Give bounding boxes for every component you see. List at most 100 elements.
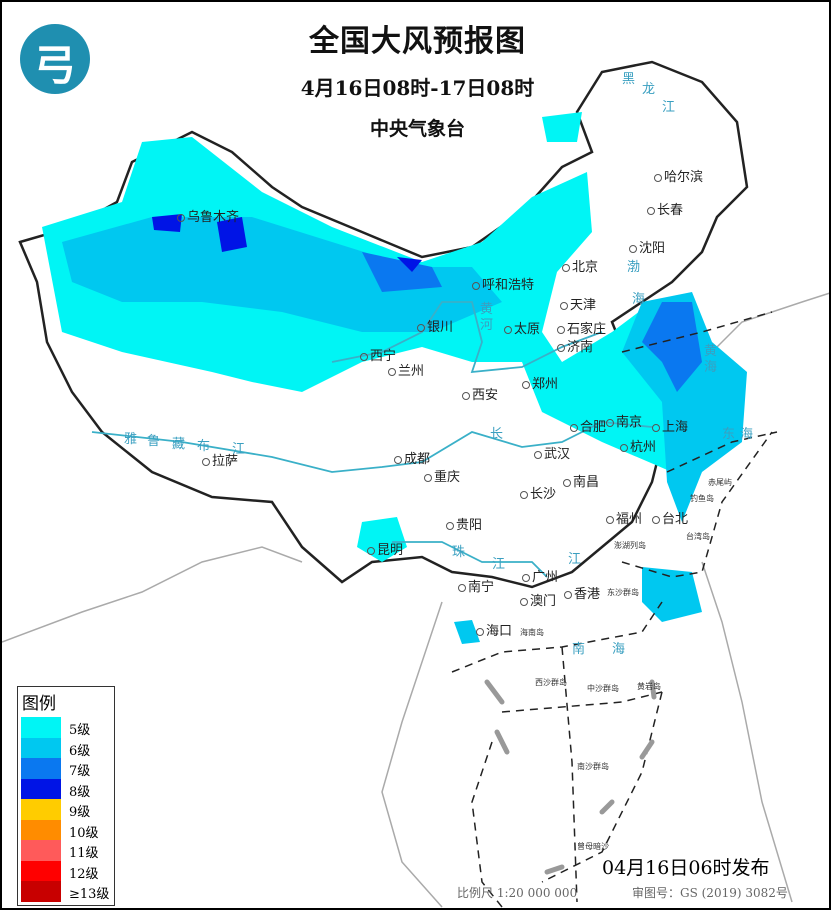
yellow-river [331,301,603,374]
label-text: 南京 [616,415,643,430]
water-label: 海 [612,642,625,657]
island-label: 海南岛 [520,628,544,638]
legend-item: 7级 [21,758,111,779]
city-marker-icon [652,423,660,432]
city-marker-icon [629,244,637,253]
label-text: 黄 [704,344,718,359]
city-marker-icon [620,443,628,452]
island-label: 中沙群岛 [587,684,619,694]
island-label: 东沙群岛 [607,588,639,598]
label-text: 西宁 [370,349,397,364]
city-label: 乌鲁木齐 [177,210,239,225]
city-label: 成都 [394,452,430,467]
label-text: 黄 [480,302,494,317]
city-label: 郑州 [522,377,558,392]
city-label: 哈尔滨 [654,170,703,185]
wind-area-8b [217,217,247,252]
wind-area-8 [152,214,182,232]
label-text: 台湾岛 [686,532,710,541]
city-label: 西安 [462,388,498,403]
city-label: 上海 [652,420,688,435]
label-text: 贵阳 [456,518,483,533]
label-text: 黄岩岛 [637,682,661,691]
island-label: 西沙群岛 [535,678,567,688]
label-text: 兰州 [398,364,425,379]
legend-swatch [21,778,61,799]
island-label: 台湾岛 [686,532,710,542]
city-marker-icon [520,597,528,606]
wind-area-8c [397,257,422,272]
legend-item: 11级 [21,840,111,861]
label-text: 合肥 [580,420,607,435]
legend-label: ≥13级 [69,887,110,902]
islands-gray [484,679,657,875]
city-marker-icon [522,380,530,389]
city-marker-icon [534,450,542,459]
city-marker-icon [557,325,565,334]
wind-areas [42,112,747,644]
label-text: 江 [492,557,506,572]
label-text: 石家庄 [567,322,607,337]
city-label: 兰州 [388,364,424,379]
label-text: 天津 [570,298,597,313]
water-label: 鲁 [147,434,160,449]
legend-label: 5级 [69,723,91,738]
label-text: 布 [197,439,211,454]
city-marker-icon [654,173,662,182]
city-marker-icon [606,515,614,524]
city-label: 西宁 [360,349,396,364]
cma-logo-icon: 弓 [20,24,90,94]
city-marker-icon [394,455,402,464]
city-label: 重庆 [424,470,460,485]
city-label: 长沙 [520,487,556,502]
city-label: 太原 [504,322,540,337]
island-label: 黄岩岛 [637,682,661,692]
city-label: 南宁 [458,580,494,595]
legend-label: 11级 [69,846,99,861]
yangtze-river [91,421,653,473]
label-text: 福州 [616,512,643,527]
label-text: 藏 [172,437,186,452]
city-label: 贵阳 [446,518,482,533]
city-marker-icon [562,263,570,272]
city-marker-icon [504,325,512,334]
city-label: 武汉 [534,447,570,462]
maritime-boundaries [451,311,778,908]
label-text: 东 [722,427,736,442]
label-text: 哈尔滨 [664,170,704,185]
water-label: 藏 [172,437,185,452]
legend-item: 9级 [21,799,111,820]
city-label: 福州 [606,512,642,527]
water-label: 江 [492,557,505,572]
label-text: 南沙群岛 [577,762,609,771]
water-label: 长 [490,427,503,442]
issue-time: 04月16日06时发布 [602,857,770,879]
city-marker-icon [472,281,480,290]
label-text: 龙 [642,82,656,97]
label-text: 北京 [572,260,599,275]
label-text: 银川 [427,320,454,335]
label-text: 海口 [486,624,513,639]
legend-swatch [21,758,61,779]
label-text: 西安 [472,388,499,403]
water-label: 海 [704,360,717,375]
legend-item: 6级 [21,737,111,759]
pearl-river [392,541,548,578]
label-text: 江 [662,100,676,115]
map-scale: 比例尺 1:20 000 000 [457,886,578,900]
city-marker-icon [522,573,530,582]
city-marker-icon [458,583,466,592]
wind-area-5-northeast [542,112,582,142]
water-label: 黑 [622,72,635,87]
legend-swatch [21,717,61,738]
city-label: 天津 [560,298,596,313]
city-marker-icon [564,590,572,599]
label-text: 呼和浩特 [482,278,535,293]
label-text: 海 [612,642,626,657]
water-label: 河 [480,318,493,333]
label-text: 广州 [532,570,559,585]
city-marker-icon [388,367,396,376]
city-marker-icon [652,515,660,524]
wind-area-7-north [362,252,442,292]
